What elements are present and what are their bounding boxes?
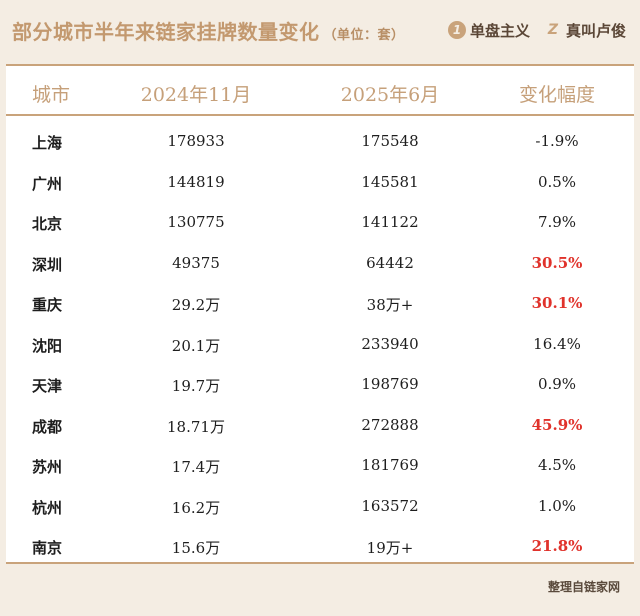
- listing-table: 城市 2024年11月 2025年6月 变化幅度 上海 178933 175548 -…: [6, 64, 634, 564]
- cell-jun-2025: 181769: [361, 456, 419, 474]
- cell-nov-2024: 29.2万: [171, 296, 221, 314]
- cell-jun-2025: 141122: [361, 213, 419, 231]
- cell-jun-2025: 64442: [366, 253, 414, 272]
- cell-jun-2025: 38万+: [366, 296, 414, 314]
- cell-change: 0.5%: [537, 172, 577, 191]
- cell-nov-2024: 17.4万: [171, 458, 221, 476]
- column-header-city: 城市: [32, 84, 71, 106]
- cell-city: 沈阳: [32, 336, 63, 355]
- unit-label: （单位：套）: [323, 28, 405, 43]
- title-text: 部分城市半年来链家挂牌数量变化: [12, 20, 320, 44]
- cell-nov-2024: 130775: [167, 213, 225, 231]
- cell-change: 16.4%: [533, 334, 581, 353]
- table-header-row: 城市 2024年11月 2025年6月 变化幅度: [6, 66, 634, 116]
- table-row: 苏州 17.4万 181769 4.5%: [6, 446, 634, 486]
- cell-city: 上海: [32, 134, 63, 152]
- table-row: 北京 130775 141122 7.9%: [6, 203, 634, 243]
- header: 部分城市半年来链家挂牌数量变化 （单位：套） 1 单盘主义 Z 真叫卢俊: [0, 0, 640, 64]
- cell-nov-2024: 16.2万: [171, 498, 221, 517]
- cell-jun-2025: 272888: [361, 415, 419, 434]
- cell-change: 4.5%: [537, 456, 577, 474]
- cell-change: 1.0%: [537, 496, 577, 515]
- cell-city: 北京: [32, 215, 63, 233]
- cell-change: 0.9%: [537, 375, 577, 393]
- cell-city: 杭州: [32, 498, 63, 517]
- cell-city: 天津: [32, 377, 63, 395]
- table-row: 杭州 16.2万 163572 1.0%: [6, 487, 634, 527]
- cell-jun-2025: 19万+: [366, 539, 414, 557]
- cell-change: 7.9%: [537, 213, 577, 231]
- cell-city: 成都: [32, 417, 63, 436]
- column-header-2025-jun: 2025年6月: [340, 84, 440, 106]
- table-row: 深圳 49375 64442 30.5%: [6, 244, 634, 284]
- brand-zhenjiaolujun: Z 真叫卢俊: [544, 18, 626, 42]
- cell-change: 30.1%: [531, 294, 583, 312]
- table-bottom-rule: [6, 562, 634, 564]
- cell-change: 30.5%: [531, 253, 583, 272]
- source-note: 整理自链家网: [547, 580, 620, 594]
- cell-nov-2024: 49375: [172, 253, 220, 272]
- cell-jun-2025: 198769: [361, 375, 419, 393]
- cell-city: 南京: [32, 539, 63, 557]
- column-header-change: 变化幅度: [518, 84, 595, 106]
- brand-1-label: 单盘主义: [470, 21, 531, 40]
- cell-change: 45.9%: [531, 415, 583, 434]
- table-row: 南京 15.6万 19万+ 21.8%: [6, 527, 634, 567]
- table-top-rule: [6, 64, 634, 66]
- cell-change: -1.9%: [535, 132, 579, 150]
- cell-jun-2025: 145581: [361, 172, 419, 191]
- table-row: 沈阳 20.1万 233940 16.4%: [6, 325, 634, 365]
- cell-nov-2024: 19.7万: [171, 377, 221, 395]
- cell-city: 深圳: [32, 255, 63, 274]
- page-title: 部分城市半年来链家挂牌数量变化 （单位：套）: [12, 16, 405, 45]
- brand-danpanzhuyi: 1 单盘主义: [448, 18, 530, 42]
- cell-jun-2025: 233940: [361, 334, 419, 353]
- brand-z-icon: Z: [547, 22, 559, 38]
- cell-nov-2024: 18.71万: [167, 417, 225, 436]
- cell-change: 21.8%: [531, 537, 583, 555]
- cell-city: 重庆: [32, 296, 63, 314]
- cell-nov-2024: 20.1万: [171, 336, 221, 355]
- table-row: 成都 18.71万 272888 45.9%: [6, 406, 634, 446]
- column-header-2024-nov: 2024年11月: [140, 84, 252, 106]
- table-row: 重庆 29.2万 38万+ 30.1%: [6, 284, 634, 324]
- cell-city: 苏州: [32, 458, 63, 476]
- table-row: 天津 19.7万 198769 0.9%: [6, 365, 634, 405]
- table-row: 广州 144819 145581 0.5%: [6, 163, 634, 203]
- cell-nov-2024: 15.6万: [171, 539, 221, 557]
- cell-nov-2024: 178933: [167, 132, 225, 150]
- cell-city: 广州: [32, 174, 63, 193]
- cell-jun-2025: 175548: [361, 132, 419, 150]
- cell-nov-2024: 144819: [167, 172, 225, 191]
- table-row: 上海 178933 175548 -1.9%: [6, 122, 634, 162]
- brand-2-label: 真叫卢俊: [566, 21, 627, 40]
- brand-1-icon: 1: [448, 21, 466, 39]
- cell-jun-2025: 163572: [361, 496, 419, 515]
